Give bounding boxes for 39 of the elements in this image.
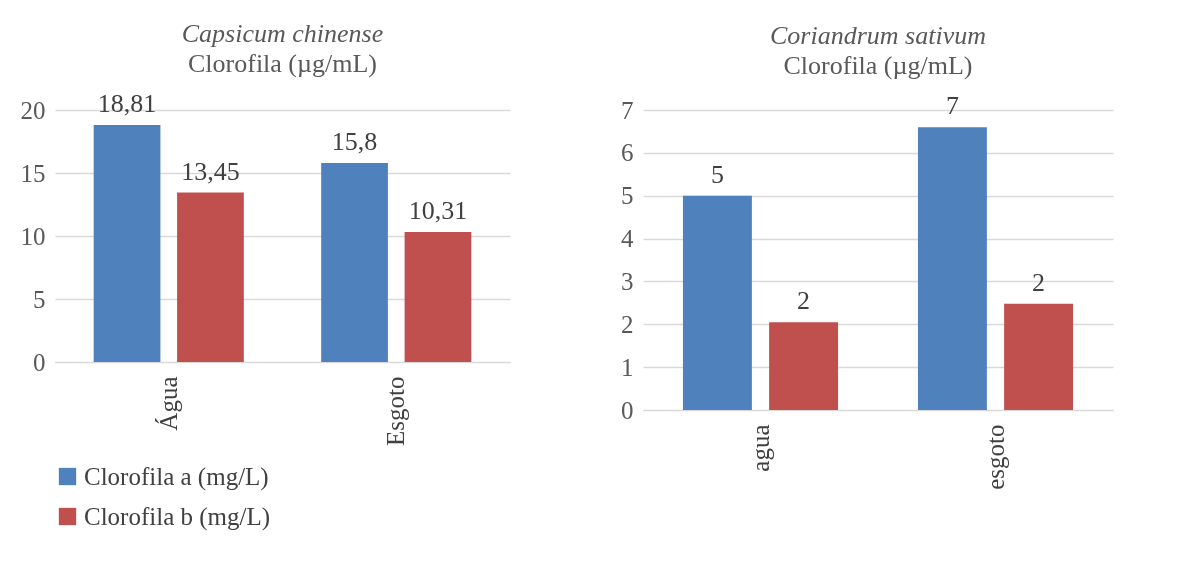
legend-label: Clorofila a (mg/L) — [84, 462, 269, 491]
chart-subtitle: Clorofila (µg/mL) — [783, 51, 973, 81]
bar — [682, 195, 752, 410]
bar — [1004, 303, 1074, 410]
bar — [404, 232, 472, 362]
data-label: 10,31 — [408, 196, 468, 226]
y-tick-label: 6 — [621, 139, 634, 167]
y-tick-label: 4 — [621, 225, 634, 253]
y-tick-label: 5 — [33, 285, 46, 313]
data-label: 18,81 — [97, 88, 157, 118]
y-tick-label: 5 — [621, 182, 634, 210]
bar — [93, 124, 161, 362]
y-tick-label: 20 — [20, 96, 46, 124]
bar — [321, 162, 388, 362]
y-tick-label: 0 — [621, 396, 634, 424]
x-tick-label: agua — [746, 424, 774, 472]
data-label: 7 — [945, 91, 959, 121]
y-tick-label: 1 — [621, 353, 634, 381]
bar — [769, 322, 839, 410]
bar — [917, 127, 987, 410]
y-tick-label: 15 — [20, 159, 46, 187]
y-tick-label: 10 — [20, 222, 46, 250]
y-tick-label: 3 — [621, 267, 634, 295]
y-tick-label: 2 — [621, 310, 634, 338]
legend-label: Clorofila b (mg/L) — [84, 502, 271, 531]
data-label: 2 — [1032, 267, 1046, 297]
chart-title: Coriandrum sativum — [770, 21, 986, 51]
chart-subtitle: Clorofila (µg/mL) — [188, 48, 377, 78]
data-label: 2 — [797, 286, 811, 316]
y-tick-label: 0 — [33, 348, 46, 376]
bar — [177, 192, 244, 362]
chart-title: Capsicum chinense — [181, 18, 384, 48]
data-label: 13,45 — [181, 156, 240, 186]
x-tick-label: Esgoto — [382, 376, 410, 446]
data-label: 5 — [710, 159, 724, 189]
x-tick-label: Água — [154, 376, 182, 431]
data-label: 15,8 — [331, 126, 378, 156]
y-tick-label: 7 — [621, 96, 634, 124]
x-tick-label: esgoto — [981, 424, 1009, 490]
